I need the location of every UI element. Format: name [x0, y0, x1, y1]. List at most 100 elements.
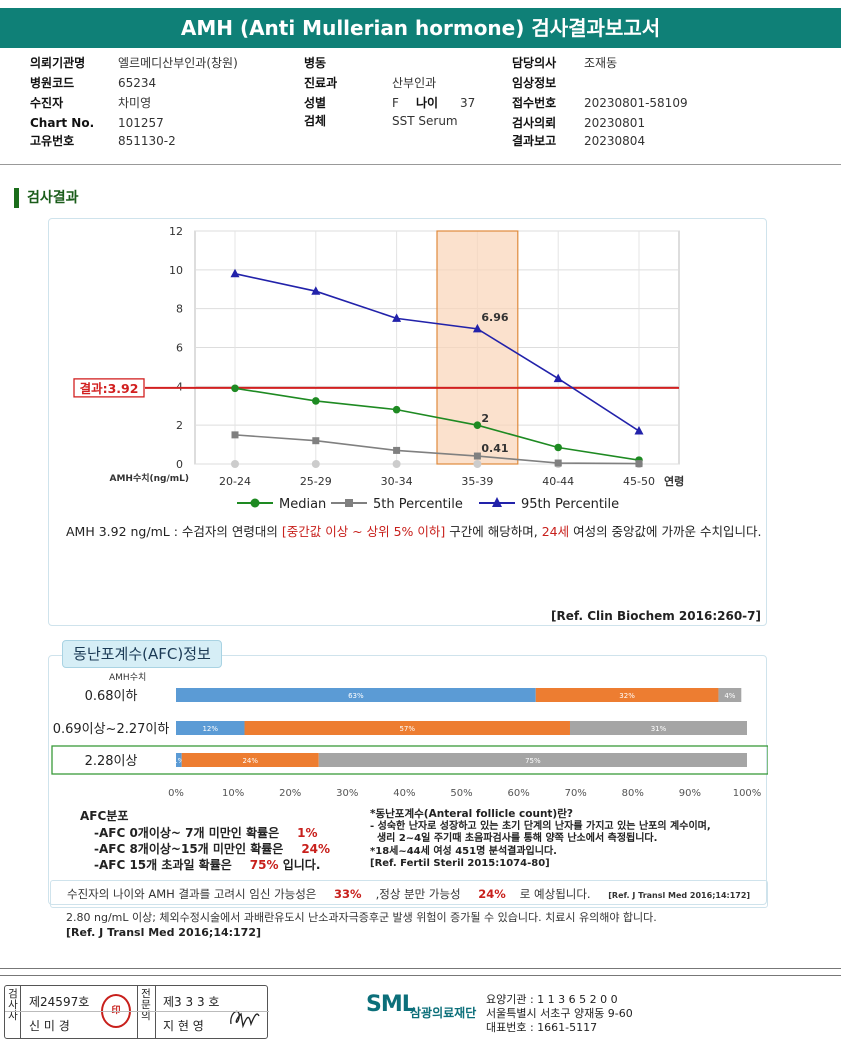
interpretation: AMH 3.92 ng/mL : 수검자의 연령대의 [중간값 이상 ~ 상위 …: [66, 522, 766, 541]
org-address: 서울특별시 서초구 양재동 9-60: [486, 1007, 633, 1020]
info-label: 접수번호: [512, 96, 557, 110]
org-phone: 대표번호 : 1661-5117: [486, 1021, 598, 1034]
y-tick-label: 6: [176, 342, 183, 355]
data-point: [472, 323, 482, 333]
data-point: [553, 373, 563, 383]
series-line-1: [234, 434, 640, 465]
afc-dist-value: 24%: [301, 842, 331, 856]
afc-dist-value: 75%: [249, 858, 279, 872]
y-axis-label: AMH수치(ng/mL): [110, 472, 190, 484]
info-value-c1-0: 엘르메디산부인과(창원): [118, 56, 238, 70]
afc-bar-label: 24%: [242, 757, 258, 765]
data-point: [392, 405, 401, 414]
info-label: 임상정보: [512, 76, 557, 90]
data-point: [311, 286, 321, 295]
series-line-0: [234, 387, 640, 461]
info-value-c1-2: 차미영: [118, 96, 152, 110]
afc-bar-segment: [244, 721, 570, 735]
doctor-name: 지 현 영: [163, 1019, 204, 1033]
preg-text-3: 로 예상됩니다.: [519, 887, 591, 901]
info-value-c2-3: SST Serum: [392, 114, 458, 128]
afc-x-tick: 50%: [450, 788, 472, 799]
y-tick-label: 4: [176, 380, 183, 393]
preg-text-2: ,정상 분만 가능성: [375, 887, 461, 901]
interp-range: [중간값 이상 ~ 상위 5% 이하]: [281, 524, 446, 539]
afc-bar-segment: [176, 753, 182, 767]
data-point: [635, 460, 643, 468]
interp-text-2: 구간에 해당하며,: [445, 524, 542, 539]
info-label: 검체: [304, 114, 327, 128]
data-point: [312, 437, 320, 445]
footer-divider-2: [0, 975, 841, 976]
doctor-signature-icon: [230, 1010, 260, 1029]
x-tick-label: 45-50: [623, 475, 655, 488]
header-divider: [0, 164, 841, 165]
legend-marker: [345, 499, 353, 507]
preg-value-2: 24%: [478, 887, 506, 901]
afc-dist-suffix: 입니다.: [278, 858, 321, 872]
afc-x-tick: 30%: [336, 788, 358, 799]
afc-bar-segment: [718, 688, 742, 702]
data-label: 2: [481, 412, 489, 425]
afc-x-tick: 60%: [507, 788, 529, 799]
org-info: 요양기관 : 1 1 3 6 5 2 0 0 서울특별시 서초구 양재동 9-6…: [486, 993, 633, 1035]
afc-note-line: *18세~44세 여성 451명 분석결과입니다.: [370, 845, 557, 857]
footer-divider: [0, 968, 841, 969]
afc-dist-row: -AFC 0개이상~ 7개 미만인 확률은 1%: [80, 825, 330, 841]
org-name: 삼광의료재단: [410, 1006, 477, 1020]
section-title: 검사결과: [14, 188, 79, 208]
afc-bar-label: 4%: [724, 692, 735, 700]
afc-panel: AMH수치 0.68이하 63% 32% 4% 0.69이상~2.27이하 12% 57% 31…: [48, 655, 768, 905]
amh-chart: 0 2 4 6 8 10 12 20-24 25-29 30-34 35-39 40-44 45-50 연…: [73, 225, 684, 512]
y-tick-label: 12: [169, 225, 183, 238]
afc-bar-label: 32%: [619, 692, 635, 700]
sml-logo-icon: SML: [366, 992, 416, 1017]
y-tick-label: 8: [176, 303, 183, 316]
preg-value-1: 33%: [334, 887, 362, 901]
info-label: 수진자: [30, 96, 64, 110]
afc-row-label: 0.69이상~2.27이하: [53, 722, 170, 737]
afc-note-line: - 성숙한 난자로 성장하고 있는 초기 단계의 난자를 가지고 있는 난포의 …: [370, 820, 711, 832]
info-value-c2-2: F: [392, 96, 399, 110]
data-point: [312, 397, 320, 405]
info-label: 고유번호: [30, 134, 75, 148]
data-point: [554, 459, 562, 467]
x-tick-label: 25-29: [300, 475, 332, 488]
report-title: AMH (Anti Mullerian hormone) 검사결과보고서: [0, 8, 841, 48]
info-label: 결과보고: [512, 134, 557, 148]
info-value-c3-3: 20230801: [584, 116, 646, 130]
afc-x-tick: 40%: [393, 788, 415, 799]
afc-bar-segment: [176, 721, 245, 735]
info-value-c1-3: 101257: [118, 116, 164, 130]
x-tick-label: 30-34: [381, 475, 413, 488]
info-label: Chart No.: [30, 116, 95, 130]
info-value-c3-4: 20230804: [584, 134, 646, 148]
data-point: [473, 452, 481, 460]
info-label: 담당의사: [512, 56, 557, 70]
afc-x-tick: 0%: [168, 788, 184, 799]
afc-x-tick: 100%: [733, 788, 762, 799]
x-tick-marker: [392, 460, 401, 468]
interp-text-3: 여성의 중앙값에 가까운 수치입니다.: [569, 524, 762, 539]
legend-label: 95th Percentile: [521, 497, 619, 512]
info-label: 성별: [304, 96, 327, 110]
info-label: 병동: [304, 56, 327, 70]
afc-bar-label: 31%: [651, 725, 667, 733]
interp-age: 24세: [541, 524, 570, 539]
x-tick-marker: [473, 460, 482, 468]
info-label: 병원코드: [30, 76, 75, 90]
y-tick-label: 0: [176, 458, 183, 471]
info-value-c1-4: 851130-2: [118, 134, 176, 148]
age-value: 37: [460, 96, 476, 110]
result-label: 결과:3.92: [80, 381, 139, 396]
afc-note-line: *동난포계수(Anteral follicle count)란?: [370, 808, 573, 820]
preg-text-1: 수진자의 나이와 AMH 결과를 고려시 임신 가능성은: [67, 887, 317, 901]
legend-marker: [492, 497, 502, 507]
interp-text-1: AMH 3.92 ng/mL : 수검자의 연령대의: [66, 524, 282, 539]
afc-chart: AMH수치 0.68이하 63% 32% 4% 0.69이상~2.27이하 12% 57% 31…: [51, 671, 768, 799]
afc-bar-label: 63%: [348, 692, 364, 700]
doctor-license: 제3 3 3 호: [163, 995, 220, 1009]
data-point: [393, 446, 401, 454]
